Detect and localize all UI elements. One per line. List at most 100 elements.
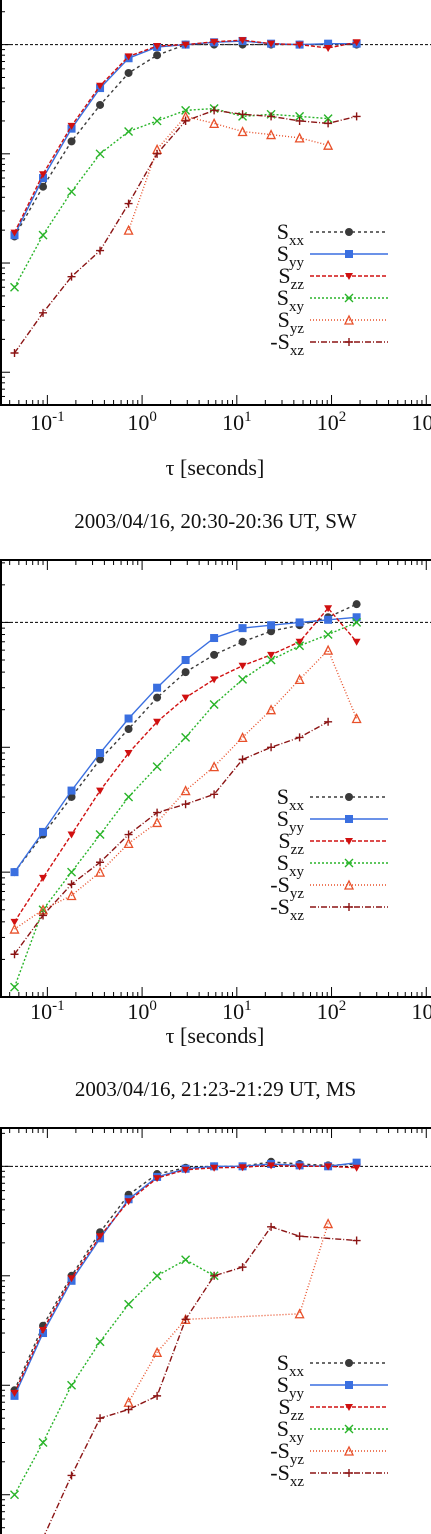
data-point — [124, 53, 133, 61]
data-point — [96, 1414, 105, 1423]
data-point — [124, 714, 133, 723]
data-point — [267, 627, 276, 636]
legend-marker — [344, 293, 354, 303]
data-point — [267, 40, 276, 48]
data-point — [66, 890, 77, 901]
data-point — [123, 1396, 134, 1407]
series-line — [13, 721, 329, 955]
data-point — [153, 1175, 162, 1183]
data-point — [295, 638, 304, 646]
series-line — [14, 648, 358, 930]
data-point — [181, 1166, 190, 1174]
data-point — [38, 1438, 48, 1447]
data-point — [352, 1164, 361, 1172]
legend-label: Szz — [278, 263, 304, 293]
data-point — [181, 1315, 190, 1324]
data-point — [352, 613, 361, 622]
data-point — [180, 785, 191, 796]
legend-marker — [344, 858, 354, 868]
data-point — [352, 1236, 361, 1245]
data-point — [294, 1308, 305, 1319]
data-point — [352, 638, 361, 646]
data-point — [210, 106, 219, 115]
data-point — [124, 199, 133, 208]
legend-marker — [345, 1359, 353, 1367]
data-point — [124, 127, 134, 137]
data-point — [324, 39, 333, 48]
series-line — [13, 109, 357, 354]
data-point — [67, 880, 76, 889]
data-point — [67, 786, 76, 795]
data-point — [267, 1162, 276, 1170]
data-point — [10, 229, 19, 237]
data-point — [294, 673, 305, 685]
legend-marker — [343, 1445, 355, 1456]
data-point — [323, 1218, 334, 1229]
data-point — [96, 1233, 105, 1241]
data-point — [210, 1271, 219, 1280]
data-point — [96, 246, 105, 255]
legend-label: Sxy — [277, 1416, 305, 1446]
legend-marker — [345, 793, 353, 801]
legend-label: -Syz — [270, 872, 304, 902]
data-point — [295, 733, 304, 742]
data-point — [39, 874, 48, 882]
data-point — [209, 761, 220, 772]
data-point — [67, 187, 77, 197]
data-point — [210, 676, 219, 684]
data-point — [67, 792, 76, 801]
legend-marker — [345, 273, 353, 280]
legend-label: -Sxz — [270, 894, 304, 924]
chart-panel-1: 10-210-1100101102103τ [seconds]SxxSyySzz… — [0, 0, 431, 480]
data-point — [67, 1380, 77, 1390]
data-point — [210, 38, 219, 46]
x-tick-label: 102 — [317, 998, 347, 1024]
series-line — [13, 607, 358, 923]
x-tick-label: 103 — [412, 998, 431, 1024]
data-point — [153, 51, 162, 60]
data-point — [39, 182, 48, 191]
data-point — [10, 868, 19, 877]
series-line — [13, 40, 357, 236]
data-point — [96, 858, 105, 867]
data-point — [181, 656, 190, 665]
data-point — [324, 45, 333, 53]
legend-marker — [345, 228, 353, 236]
x-tick-label: 10-1 — [30, 409, 65, 435]
data-point — [96, 82, 105, 90]
legend-label: Szz — [278, 828, 304, 858]
data-point — [67, 1275, 76, 1283]
legend-label: Szz — [278, 1394, 304, 1424]
data-point — [153, 693, 162, 702]
data-point — [95, 866, 106, 877]
data-point — [352, 617, 362, 627]
data-point — [324, 119, 333, 128]
data-point — [39, 1326, 48, 1334]
data-point — [238, 1263, 247, 1272]
legend-label: Sxx — [277, 219, 305, 249]
legend-label: Syz — [278, 307, 305, 337]
data-point — [295, 116, 304, 125]
data-point — [67, 1471, 76, 1480]
data-point — [267, 1222, 276, 1231]
data-point — [181, 1255, 191, 1265]
panel-2-title: 2003/04/16, 20:30-20:36 UT, SW — [74, 509, 357, 533]
x-tick-label: 101 — [222, 998, 251, 1024]
data-point — [67, 137, 76, 146]
x-tick-label: 102 — [317, 409, 347, 435]
series-line — [13, 43, 357, 237]
legend-label: Sxy — [277, 285, 305, 315]
data-point — [39, 827, 48, 836]
data-point — [238, 662, 247, 670]
data-point — [153, 718, 162, 726]
data-point — [238, 37, 247, 45]
data-point — [267, 112, 276, 121]
data-point — [67, 831, 76, 839]
series-line — [127, 115, 329, 231]
series-line — [13, 1258, 215, 1496]
data-point — [10, 282, 20, 292]
data-point — [295, 641, 305, 651]
data-point — [238, 755, 247, 764]
